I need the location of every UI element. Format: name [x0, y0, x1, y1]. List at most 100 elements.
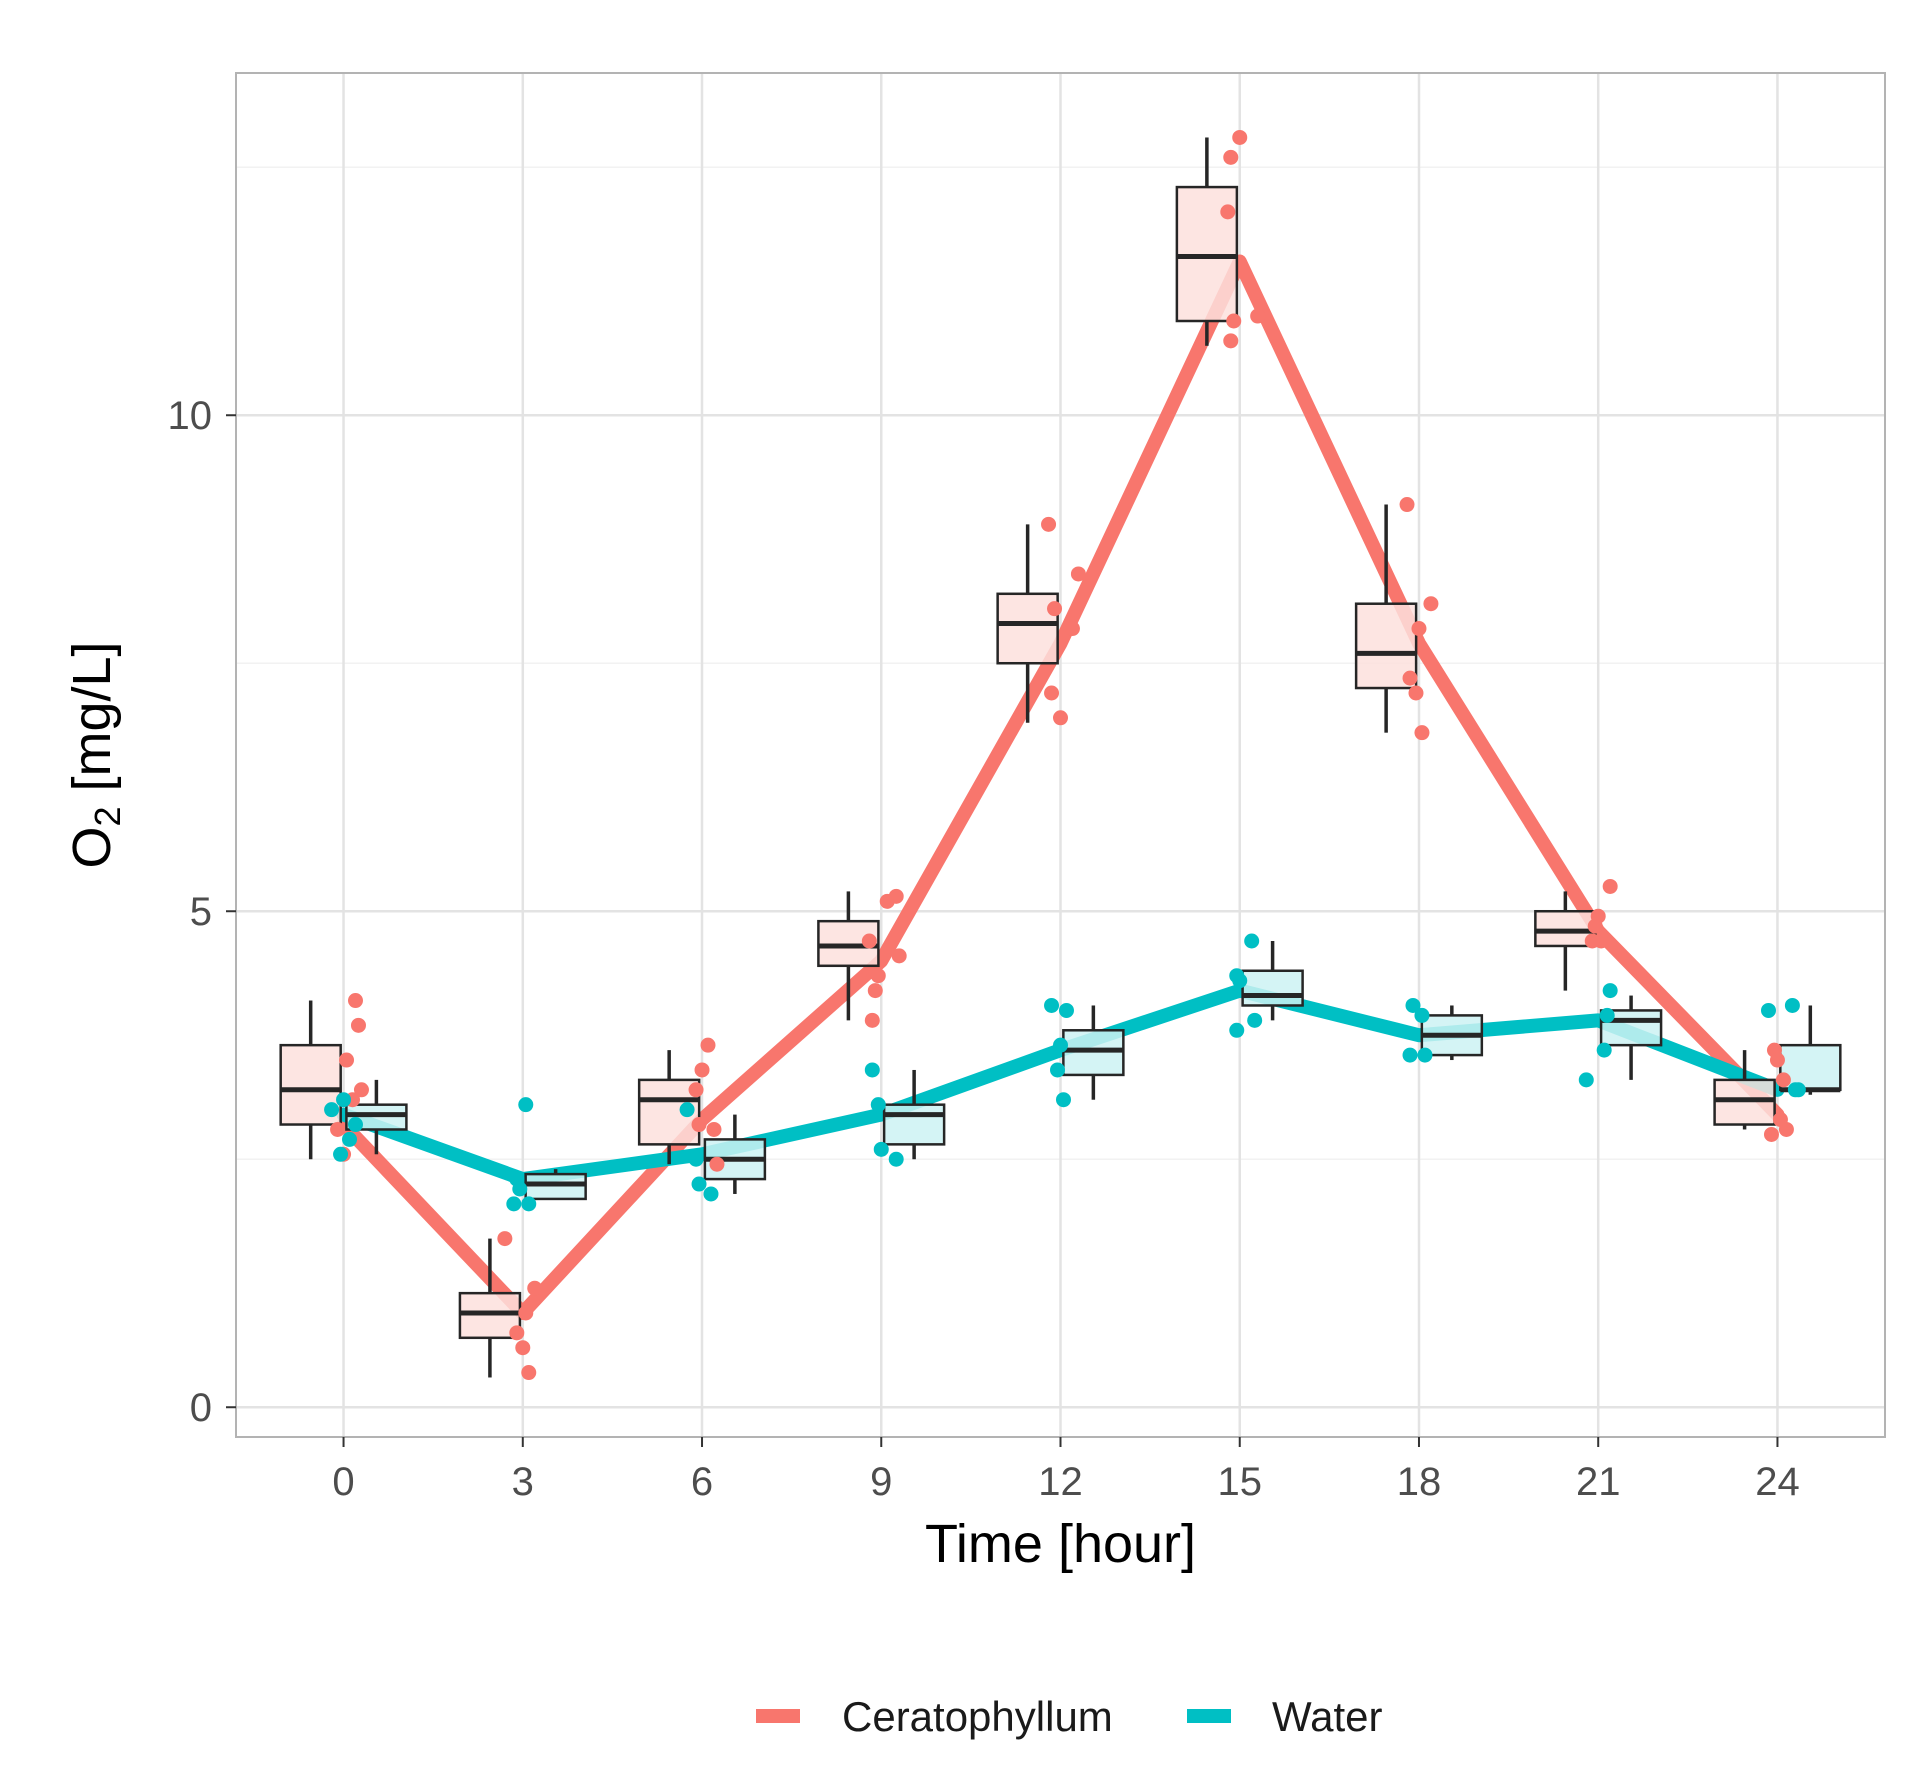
point-water-0	[324, 1102, 340, 1118]
point-water-1	[336, 1092, 352, 1108]
point-water-27	[1229, 1022, 1245, 1038]
x-axis-title: Time [hour]	[925, 1514, 1196, 1574]
point-ceratophyllum-33	[1223, 149, 1239, 165]
point-water-25	[1232, 973, 1248, 989]
box	[882, 1103, 946, 1146]
point-water-10	[679, 1102, 695, 1118]
x-tick-label-0: 0	[332, 1460, 354, 1504]
point-ceratophyllum-37	[1223, 333, 1239, 349]
point-ceratophyllum-41	[1402, 670, 1418, 686]
x-tick-label-24: 24	[1755, 1460, 1800, 1504]
point-water-18	[1044, 997, 1060, 1013]
point-ceratophyllum-8	[527, 1280, 543, 1296]
point-water-11	[688, 1151, 704, 1167]
point-ceratophyllum-7	[497, 1231, 513, 1247]
point-ceratophyllum-53	[1778, 1121, 1794, 1137]
point-ceratophyllum-15	[688, 1082, 704, 1098]
point-water-5	[518, 1097, 534, 1113]
point-ceratophyllum-46	[1587, 918, 1603, 934]
boxplot-water-9	[882, 1069, 946, 1160]
point-ceratophyllum-26	[1041, 516, 1057, 532]
boxplot-water-3	[524, 1169, 587, 1201]
point-water-32	[1602, 983, 1618, 999]
point-ceratophyllum-39	[1423, 596, 1439, 612]
point-ceratophyllum-2	[339, 1052, 355, 1068]
point-ceratophyllum-1	[350, 1017, 366, 1033]
x-tick-label-18: 18	[1397, 1460, 1442, 1504]
point-ceratophyllum-18	[709, 1156, 725, 1172]
point-water-19	[1058, 1002, 1074, 1018]
point-ceratophyllum-29	[1064, 621, 1080, 637]
point-ceratophyllum-20	[888, 888, 904, 904]
legend: Ceratophyllum Water	[756, 1693, 1382, 1740]
point-ceratophyllum-51	[1775, 1072, 1791, 1088]
point-ceratophyllum-42	[1408, 685, 1424, 701]
x-tick-label-15: 15	[1217, 1460, 1262, 1504]
boxplot-water-12	[1062, 1005, 1125, 1100]
point-ceratophyllum-36	[1226, 313, 1242, 329]
point-ceratophyllum-34	[1220, 204, 1236, 220]
point-water-14	[864, 1062, 880, 1078]
y-axis-title-subscript: 2	[87, 807, 128, 827]
point-ceratophyllum-23	[870, 968, 886, 984]
axis-ticks: 0 5 10 0 3 6 9 12 15 18 21 24	[168, 394, 1800, 1504]
x-tick-label-9: 9	[870, 1460, 892, 1504]
series-line-ceratophyllum	[336, 254, 1785, 1320]
point-ceratophyllum-21	[861, 933, 877, 949]
y-tick-label-5: 5	[190, 890, 212, 934]
point-ceratophyllum-22	[891, 948, 907, 964]
point-water-39	[1787, 1082, 1803, 1098]
point-ceratophyllum-28	[1047, 601, 1063, 617]
point-water-3	[342, 1131, 358, 1147]
y-axis-title: O2 [mg/L]	[62, 641, 128, 868]
point-ceratophyllum-48	[1584, 933, 1600, 949]
x-tick-label-21: 21	[1576, 1460, 1621, 1504]
point-ceratophyllum-32	[1232, 129, 1248, 145]
point-water-34	[1596, 1042, 1612, 1058]
point-ceratophyllum-43	[1414, 725, 1430, 741]
point-water-12	[691, 1176, 707, 1192]
point-ceratophyllum-16	[691, 1117, 707, 1133]
point-ceratophyllum-35	[1250, 308, 1266, 324]
legend-label-water: Water	[1272, 1693, 1382, 1740]
point-water-9	[506, 1196, 522, 1212]
boxplot-water-15	[1241, 941, 1304, 1021]
point-ceratophyllum-44	[1602, 878, 1618, 894]
point-ceratophyllum-38	[1399, 497, 1415, 513]
point-ceratophyllum-12	[521, 1365, 537, 1381]
boxplot-ceratophyllum-18	[1354, 504, 1418, 733]
boxplot-ceratophyllum-12	[996, 524, 1059, 723]
point-water-17	[888, 1151, 904, 1167]
point-water-2	[347, 1117, 363, 1133]
point-ceratophyllum-40	[1411, 621, 1427, 637]
point-water-31	[1417, 1047, 1433, 1063]
box	[996, 592, 1059, 665]
point-water-28	[1405, 997, 1421, 1013]
grid	[236, 73, 1885, 1437]
point-ceratophyllum-27	[1070, 566, 1086, 582]
point-ceratophyllum-11	[515, 1340, 531, 1356]
point-water-20	[1053, 1037, 1068, 1053]
point-water-21	[1050, 1062, 1066, 1078]
y-axis-title-unit: [mg/L]	[62, 641, 122, 806]
point-ceratophyllum-31	[1053, 710, 1068, 726]
point-ceratophyllum-50	[1769, 1052, 1785, 1068]
point-ceratophyllum-5	[330, 1121, 346, 1137]
point-ceratophyllum-24	[867, 983, 883, 999]
point-water-22	[1055, 1092, 1071, 1108]
point-water-16	[873, 1141, 889, 1157]
point-water-8	[521, 1196, 537, 1212]
point-ceratophyllum-3	[353, 1082, 369, 1098]
point-water-33	[1599, 1007, 1615, 1023]
y-axis-title-main: O	[62, 827, 122, 869]
boxplot-ceratophyllum-24	[1713, 1050, 1776, 1130]
point-water-35	[1578, 1072, 1594, 1088]
point-water-4	[333, 1146, 349, 1162]
point-ceratophyllum-0	[347, 993, 363, 1009]
x-tick-label-12: 12	[1038, 1460, 1083, 1504]
point-water-15	[870, 1097, 886, 1113]
point-ceratophyllum-54	[1763, 1126, 1779, 1142]
point-ceratophyllum-30	[1044, 685, 1060, 701]
